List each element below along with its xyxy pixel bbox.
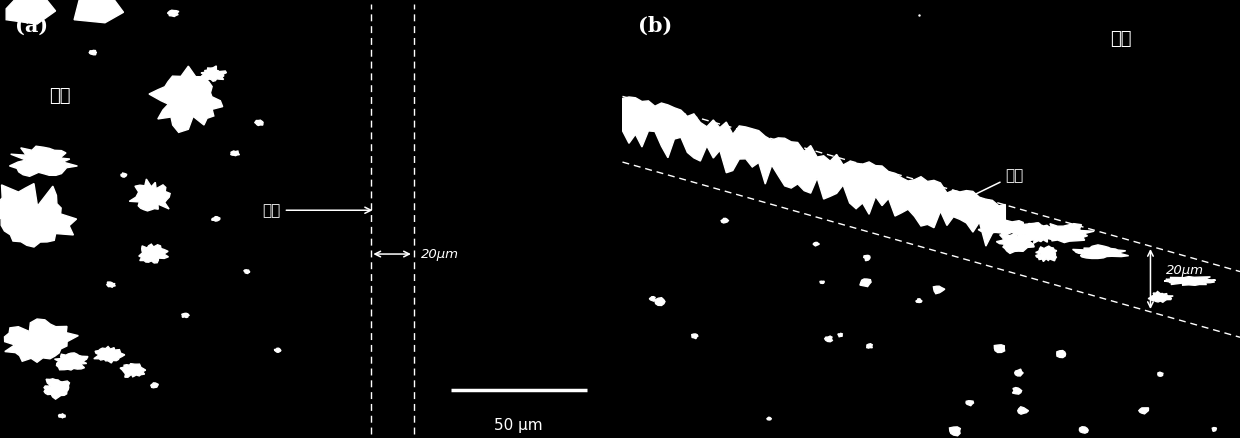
Polygon shape bbox=[1056, 350, 1065, 357]
Polygon shape bbox=[1148, 291, 1173, 302]
Polygon shape bbox=[55, 353, 88, 370]
Polygon shape bbox=[1138, 408, 1148, 414]
Polygon shape bbox=[722, 219, 728, 223]
Polygon shape bbox=[149, 66, 223, 132]
Polygon shape bbox=[129, 179, 170, 211]
Text: 基底: 基底 bbox=[50, 87, 71, 106]
Polygon shape bbox=[201, 66, 227, 81]
Polygon shape bbox=[864, 255, 870, 261]
Polygon shape bbox=[838, 333, 842, 337]
Polygon shape bbox=[966, 401, 973, 406]
Polygon shape bbox=[181, 313, 188, 318]
Polygon shape bbox=[950, 427, 960, 436]
Polygon shape bbox=[45, 379, 69, 399]
Polygon shape bbox=[89, 50, 97, 55]
Polygon shape bbox=[1158, 372, 1163, 376]
Polygon shape bbox=[231, 151, 239, 155]
Polygon shape bbox=[622, 97, 1006, 246]
Polygon shape bbox=[1014, 369, 1023, 376]
Polygon shape bbox=[58, 414, 66, 418]
Polygon shape bbox=[0, 184, 77, 247]
Polygon shape bbox=[916, 299, 921, 303]
Polygon shape bbox=[151, 383, 159, 388]
Polygon shape bbox=[994, 345, 1004, 353]
Polygon shape bbox=[212, 217, 219, 221]
Text: 涂层: 涂层 bbox=[263, 203, 371, 218]
Polygon shape bbox=[997, 233, 1034, 254]
Polygon shape bbox=[94, 346, 125, 363]
Polygon shape bbox=[1164, 276, 1215, 285]
Polygon shape bbox=[1079, 427, 1089, 433]
Polygon shape bbox=[139, 244, 169, 263]
Polygon shape bbox=[1213, 427, 1216, 431]
Polygon shape bbox=[1024, 224, 1094, 243]
Polygon shape bbox=[120, 364, 146, 377]
Text: 50 μm: 50 μm bbox=[495, 418, 543, 433]
Polygon shape bbox=[120, 173, 126, 177]
Polygon shape bbox=[1018, 407, 1028, 414]
Polygon shape bbox=[813, 242, 820, 246]
Polygon shape bbox=[1073, 245, 1128, 258]
Polygon shape bbox=[6, 0, 56, 24]
Polygon shape bbox=[768, 417, 771, 420]
Polygon shape bbox=[244, 270, 249, 273]
Polygon shape bbox=[10, 146, 77, 177]
Polygon shape bbox=[167, 10, 179, 17]
Text: (a): (a) bbox=[15, 15, 48, 35]
Polygon shape bbox=[1013, 388, 1022, 394]
Text: (b): (b) bbox=[637, 15, 672, 35]
Polygon shape bbox=[978, 220, 1040, 236]
Text: 20μm: 20μm bbox=[1166, 264, 1204, 277]
Polygon shape bbox=[274, 348, 280, 352]
Polygon shape bbox=[1035, 246, 1056, 261]
Polygon shape bbox=[1024, 223, 1058, 244]
Text: 基底: 基底 bbox=[1110, 30, 1132, 49]
Text: 涂层: 涂层 bbox=[960, 168, 1023, 202]
Polygon shape bbox=[825, 336, 832, 342]
Polygon shape bbox=[692, 334, 698, 339]
Polygon shape bbox=[655, 298, 665, 305]
Polygon shape bbox=[934, 286, 945, 294]
Polygon shape bbox=[255, 120, 263, 125]
Text: 20μm: 20μm bbox=[422, 247, 459, 261]
Polygon shape bbox=[5, 319, 78, 362]
Polygon shape bbox=[107, 282, 115, 287]
Polygon shape bbox=[74, 0, 124, 23]
Polygon shape bbox=[650, 297, 655, 301]
Polygon shape bbox=[820, 281, 825, 283]
Polygon shape bbox=[867, 344, 872, 348]
Polygon shape bbox=[859, 279, 870, 286]
